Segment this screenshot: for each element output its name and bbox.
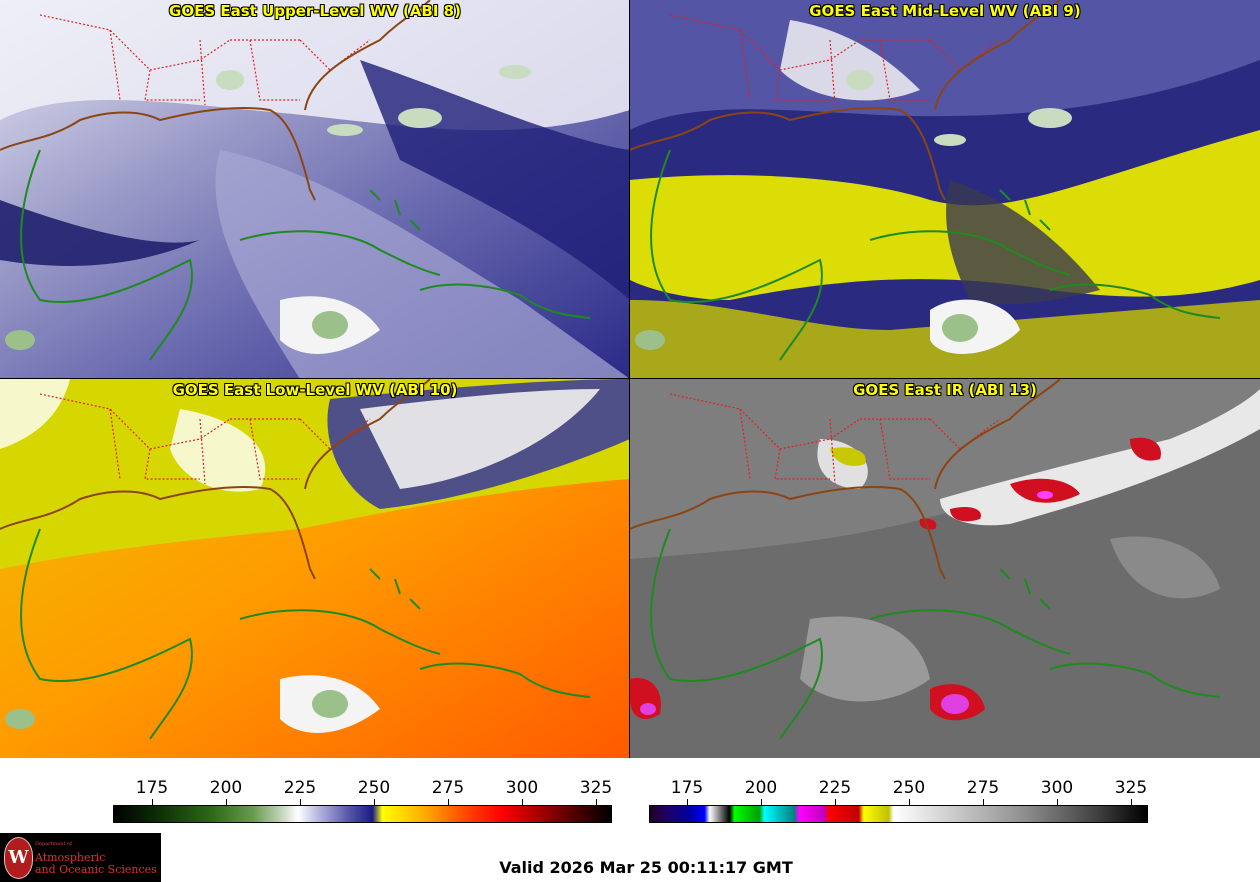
wv-tick-label: 200 xyxy=(209,778,243,798)
wv-tick-label: 325 xyxy=(579,778,613,798)
wv-tick-mark xyxy=(152,799,153,805)
ir-tick-mark xyxy=(835,799,836,805)
panel-divider-vertical xyxy=(629,0,630,758)
wv-tick-mark xyxy=(226,799,227,805)
upper-level-wv-panel: GOES East Upper-Level WV (ABI 8) xyxy=(0,0,630,379)
wv-tick-mark xyxy=(300,799,301,805)
ir-colorbar-ticks: 175 200 225 250 275 300 325 xyxy=(649,778,1148,802)
low-level-wv-panel: GOES East Low-Level WV (ABI 10) xyxy=(0,379,630,758)
ir-panel: GOES East IR (ABI 13) xyxy=(630,379,1260,758)
ir-tick-label: 275 xyxy=(966,778,1000,798)
ir-tick-label: 225 xyxy=(818,778,852,798)
ir-tick-mark xyxy=(983,799,984,805)
logo-line2: and Oceanic Sciences xyxy=(35,863,157,876)
wv-tick-mark xyxy=(522,799,523,805)
valid-time: Valid 2026 Mar 25 00:11:17 GMT xyxy=(499,858,793,877)
wv-tick-label: 275 xyxy=(431,778,465,798)
ir-tick-mark xyxy=(761,799,762,805)
ir-tick-mark xyxy=(1057,799,1058,805)
ir-colorbar-gradient xyxy=(649,805,1148,823)
logo-line1: Atmospheric xyxy=(35,851,106,864)
wv-tick-label: 250 xyxy=(357,778,391,798)
ir-image xyxy=(630,379,1260,758)
wv-tick-mark xyxy=(448,799,449,805)
wv-colorbar-gradient xyxy=(113,805,612,823)
ir-tick-mark xyxy=(687,799,688,805)
mid-level-wv-image xyxy=(630,0,1260,379)
ir-tick-mark xyxy=(909,799,910,805)
upper-level-wv-title: GOES East Upper-Level WV (ABI 8) xyxy=(169,2,461,20)
low-level-wv-title: GOES East Low-Level WV (ABI 10) xyxy=(172,381,458,399)
wv-tick-label: 175 xyxy=(135,778,169,798)
mid-level-wv-panel: GOES East Mid-Level WV (ABI 9) xyxy=(630,0,1260,379)
logo-dept-text: Department of xyxy=(35,841,72,847)
ir-tick-label: 250 xyxy=(892,778,926,798)
ir-tick-label: 200 xyxy=(744,778,778,798)
ir-colorbar: 175 200 225 250 275 300 325 xyxy=(649,778,1148,826)
ir-title: GOES East IR (ABI 13) xyxy=(853,381,1037,399)
wv-tick-label: 225 xyxy=(283,778,317,798)
panel-divider-horizontal xyxy=(0,378,1260,379)
mid-level-wv-title: GOES East Mid-Level WV (ABI 9) xyxy=(809,2,1081,20)
wv-tick-mark xyxy=(596,799,597,805)
aos-logo: W Department of Atmospheric and Oceanic … xyxy=(0,833,161,882)
wv-tick-label: 300 xyxy=(505,778,539,798)
ir-tick-label: 175 xyxy=(670,778,704,798)
wv-colorbar: 175 200 225 250 275 300 325 xyxy=(113,778,612,826)
wv-tick-mark xyxy=(374,799,375,805)
ir-tick-label: 300 xyxy=(1040,778,1074,798)
ir-tick-mark xyxy=(1131,799,1132,805)
low-level-wv-image xyxy=(0,379,630,758)
ir-tick-label: 325 xyxy=(1114,778,1148,798)
upper-level-wv-image xyxy=(0,0,630,379)
wv-colorbar-ticks: 175 200 225 250 275 300 325 xyxy=(113,778,612,802)
uw-seal-icon: W xyxy=(4,837,33,879)
